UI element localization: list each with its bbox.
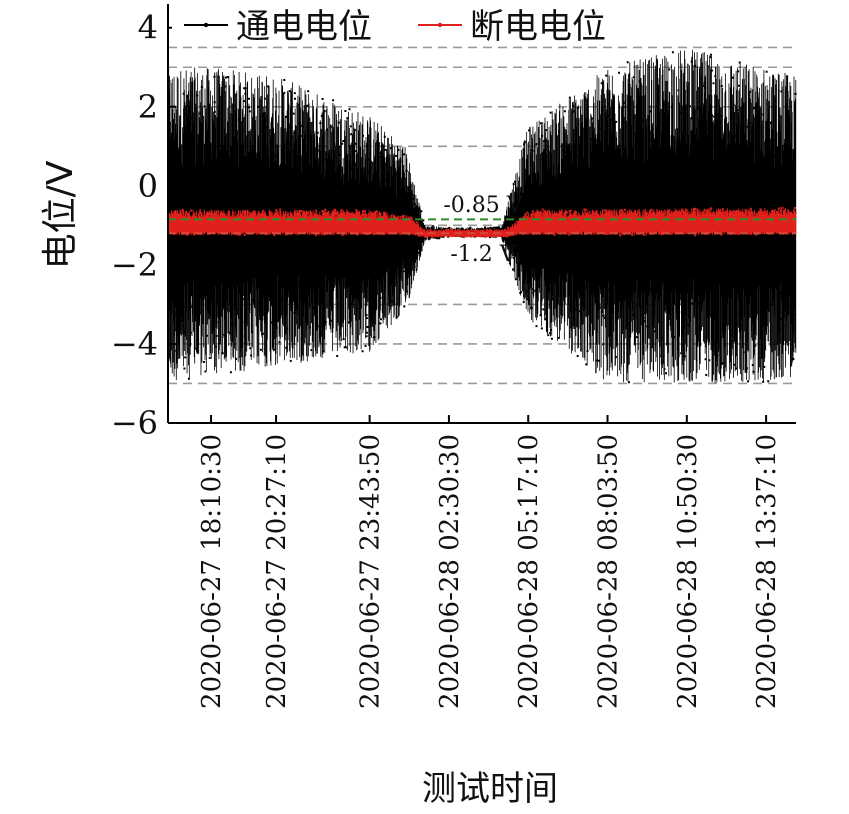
x-tick-label: 2020-06-27 23:43:50	[356, 434, 386, 709]
legend-label: 断电电位	[470, 7, 606, 47]
x-tick-label: 2020-06-28 08:03:50	[594, 434, 624, 709]
x-tick-label: 2020-06-28 13:37:10	[752, 434, 782, 709]
legend-marker	[203, 22, 209, 28]
x-tick-label: 2020-06-27 18:10:30	[197, 434, 227, 709]
x-tick-label: 2020-06-27 20:27:10	[262, 434, 292, 709]
y-axis-label: 电位/V	[40, 160, 81, 269]
series-layer	[167, 49, 797, 384]
y-tick-label: −2	[111, 246, 158, 284]
y-tick-label: −6	[111, 404, 158, 442]
x-tick-label: 2020-06-28 02:30:30	[435, 434, 465, 709]
y-tick-label: 0	[138, 167, 158, 205]
reference-label: -1.2 V	[450, 242, 516, 267]
legend: 通电电位 断电电位	[172, 6, 642, 47]
reference-label: -0.85 V	[443, 193, 523, 218]
x-tick-label: 2020-06-28 10:50:30	[673, 434, 703, 709]
x-tick-label: 2020-06-28 05:17:10	[514, 434, 544, 709]
legend-label: 通电电位	[236, 7, 372, 47]
reference-lines: -0.85 V -1.2 V	[168, 193, 796, 267]
y-tick-label: −4	[111, 325, 158, 363]
x-axis-label: 测试时间	[422, 769, 558, 809]
y-tick-label: 4	[138, 9, 158, 47]
legend-box	[172, 6, 642, 46]
axes: 4 2 0 −2 −4 −6 2020-06-27 18:10:30 2020-06-27 2…	[111, 4, 796, 709]
legend-marker	[437, 22, 443, 28]
y-tick-label: 2	[138, 88, 158, 126]
